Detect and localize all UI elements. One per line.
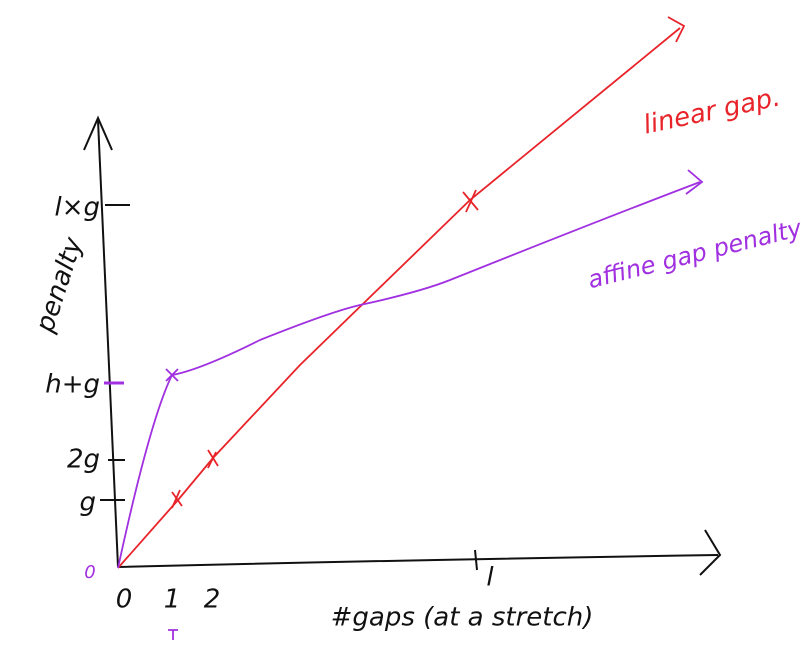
x-tick-label: 1 (164, 585, 181, 615)
x-tick-label: 0 (116, 585, 133, 615)
y-tick-label: l×g (54, 193, 100, 223)
x-tick-label: 2 (204, 585, 221, 615)
diagram: l×g penalty h+g 2g g 0 0 1 2 l #gaps (at… (0, 0, 801, 645)
y-tick-label: 0 (84, 562, 95, 583)
y-tick-label: 2g (67, 445, 100, 475)
y-tick-label: h+g (45, 370, 100, 400)
x-tick-label: l (486, 563, 494, 593)
background (0, 0, 801, 645)
y-tick-label: g (79, 488, 96, 518)
x-axis-label: #gaps (at a stretch) (331, 603, 594, 633)
